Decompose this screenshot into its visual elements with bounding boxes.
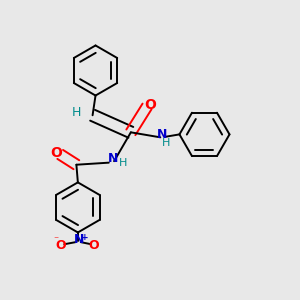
Text: H: H [162, 138, 170, 148]
Text: H: H [119, 158, 127, 168]
Text: O: O [56, 238, 66, 252]
Text: O: O [144, 98, 156, 112]
Text: H: H [72, 106, 81, 119]
Text: N: N [157, 128, 167, 142]
Text: N: N [108, 152, 119, 165]
Text: O: O [89, 238, 99, 252]
Text: O: O [51, 146, 63, 160]
Text: N: N [74, 233, 84, 246]
Text: ⁻: ⁻ [53, 235, 58, 245]
Text: +: + [80, 233, 88, 242]
